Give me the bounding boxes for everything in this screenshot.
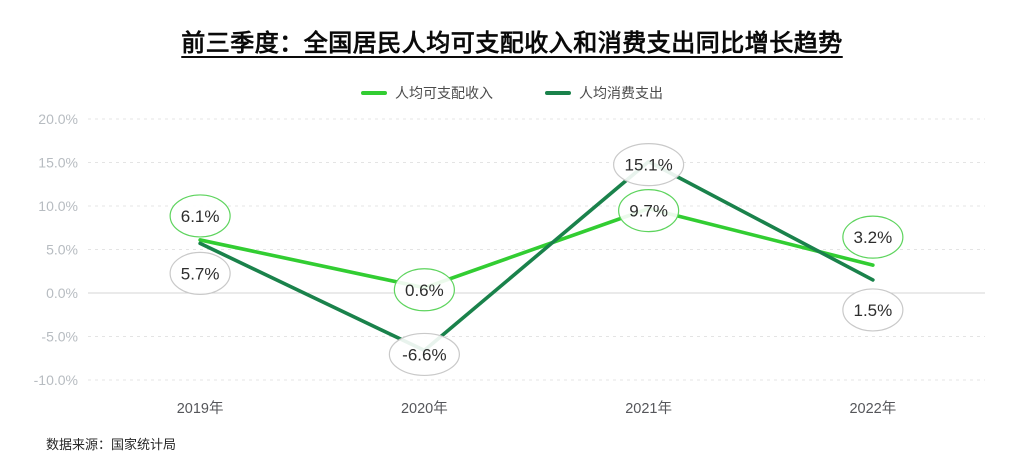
point-label-bubble — [388, 332, 460, 377]
series-line-expenditure — [198, 159, 875, 353]
point-label-bubble — [613, 143, 685, 187]
point-label-bubble — [618, 189, 680, 233]
x-axis-tick-label: 2021年 — [625, 400, 672, 417]
y-axis-tick-label: -10.0% — [34, 372, 78, 388]
legend-swatch-income — [361, 91, 387, 95]
legend-label-income: 人均可支配收入 — [395, 85, 493, 101]
series-line-income — [198, 206, 875, 290]
point-label-value: 15.1% — [625, 156, 673, 175]
point-label-value: 6.1% — [181, 207, 220, 226]
point-label-value: 3.2% — [854, 228, 893, 247]
y-axis-tick-label: 10.0% — [38, 198, 78, 214]
legend-label-expenditure: 人均消费支出 — [579, 85, 663, 101]
y-axis-tick-label: 20.0% — [38, 111, 78, 127]
point-label-bubble — [393, 268, 455, 312]
point-label-value: 1.5% — [854, 301, 893, 320]
legend-item-expenditure: 人均消费支出 — [545, 83, 663, 103]
legend: 人均可支配收入 人均消费支出 — [0, 83, 1024, 103]
y-axis-tick-label: 5.0% — [46, 242, 78, 258]
point-label-bubble — [842, 288, 904, 332]
y-axis-tick-label: 0.0% — [46, 285, 78, 301]
y-axis-tick-label: 15.0% — [38, 155, 78, 171]
point-label-bubble — [169, 251, 231, 296]
point-label-value: 0.6% — [405, 281, 444, 300]
point-label-bubble — [842, 215, 904, 259]
legend-item-income: 人均可支配收入 — [361, 83, 493, 103]
point-label-value: -6.6% — [402, 345, 446, 364]
x-axis-tick-label: 2022年 — [849, 400, 896, 417]
y-axis-tick-label: -5.0% — [41, 329, 78, 345]
point-label-value: 9.7% — [629, 202, 668, 221]
source-note: 数据来源：国家统计局 — [46, 437, 177, 452]
x-axis-tick-label: 2019年 — [177, 400, 224, 417]
x-axis-tick-label: 2020年 — [401, 400, 448, 417]
chart-title: 前三季度：全国居民人均可支配收入和消费支出同比增长趋势 — [181, 30, 843, 57]
point-label-value: 5.7% — [181, 264, 220, 283]
point-label-bubble — [169, 194, 231, 238]
legend-swatch-expenditure — [545, 91, 571, 95]
